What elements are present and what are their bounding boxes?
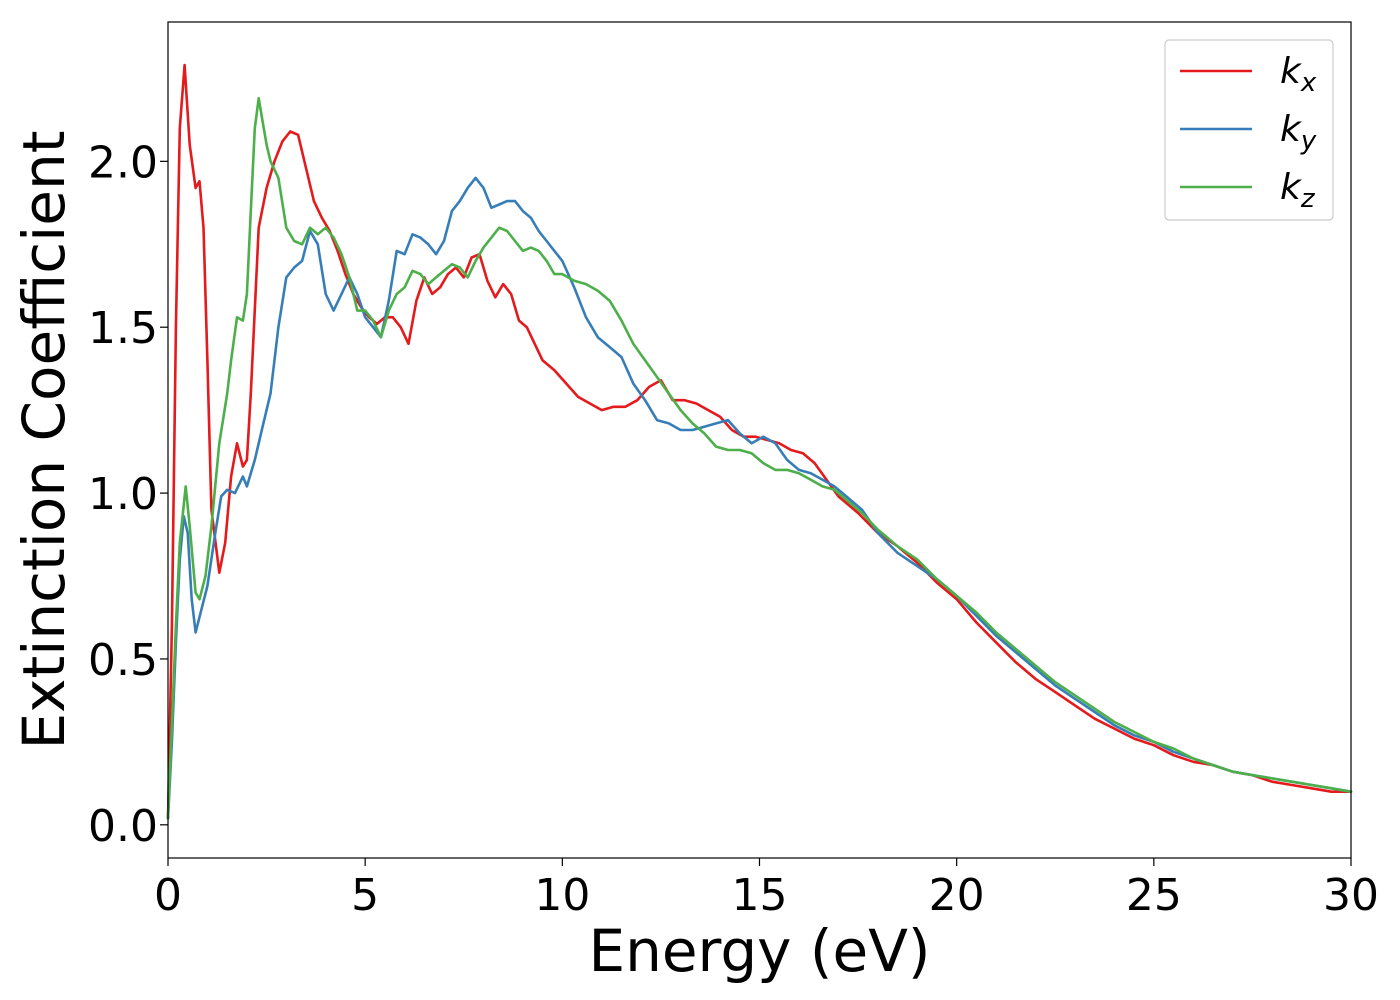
x-axis-title: Energy (eV): [588, 917, 930, 985]
legend-label-kx: kx: [1280, 51, 1317, 98]
legend-label-ky: ky: [1280, 109, 1317, 156]
y-tick-label: 2.0: [88, 137, 158, 188]
y-axis-title: Extinction Coefficient: [10, 131, 78, 750]
x-axis: 0 5 10 15 20 25 30: [154, 858, 1379, 921]
x-tick-label: 30: [1323, 870, 1379, 921]
series-layer: [166, 63, 1353, 820]
legend-items: kx ky kz: [1180, 51, 1317, 214]
y-tick-label: 0.5: [88, 635, 158, 686]
y-axis: 0.0 0.5 1.0 1.5 2.0: [88, 137, 168, 852]
legend-label-kz: kz: [1280, 167, 1316, 214]
x-tick-label: 15: [732, 870, 788, 921]
x-tick-label: 25: [1126, 870, 1182, 921]
x-tick-label: 20: [929, 870, 985, 921]
y-tick-label: 1.0: [88, 469, 158, 520]
legend: kx ky kz: [1164, 39, 1334, 221]
series-line-ky: [166, 176, 1353, 820]
y-tick-label: 1.5: [88, 303, 158, 354]
series-line-kx: [166, 63, 1353, 820]
x-tick-label: 5: [351, 870, 379, 921]
x-tick-label: 0: [154, 870, 182, 921]
series-line-kz: [166, 97, 1353, 820]
x-tick-label: 10: [534, 870, 590, 921]
y-tick-label: 0.0: [88, 801, 158, 852]
